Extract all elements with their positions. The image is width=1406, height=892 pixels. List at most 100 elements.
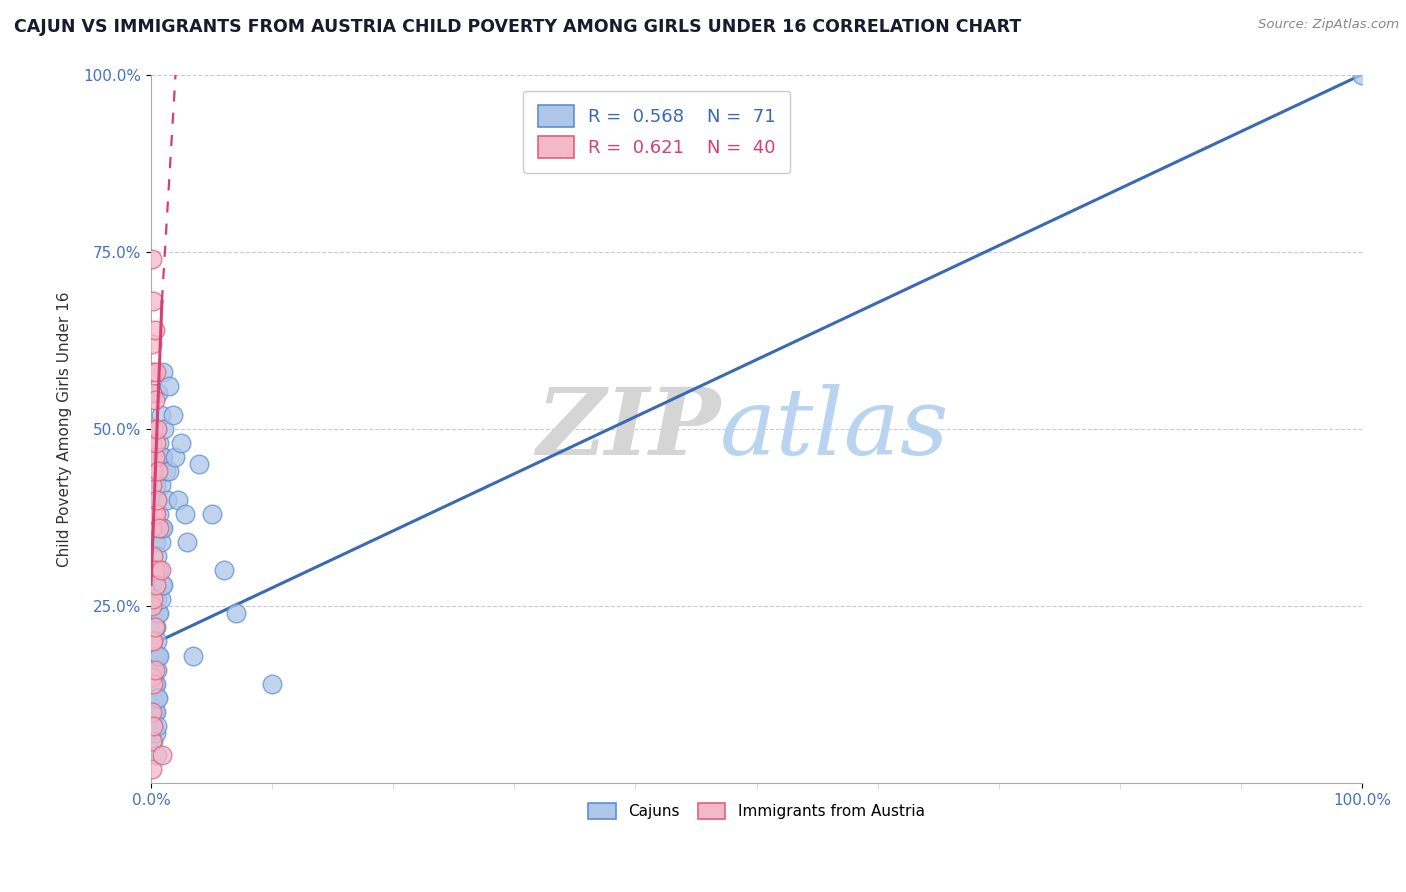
Point	[148, 386, 170, 401]
Point	[157, 464, 180, 478]
Point	[143, 564, 166, 578]
Point	[141, 336, 163, 351]
Point	[170, 436, 193, 450]
Point	[143, 620, 166, 634]
Point	[142, 365, 165, 379]
Point	[166, 492, 188, 507]
Point	[143, 507, 166, 521]
Text: CAJUN VS IMMIGRANTS FROM AUSTRIA CHILD POVERTY AMONG GIRLS UNDER 16 CORRELATION : CAJUN VS IMMIGRANTS FROM AUSTRIA CHILD P…	[14, 18, 1021, 36]
Point	[143, 322, 166, 336]
Point	[146, 634, 169, 648]
Text: ZIP: ZIP	[536, 384, 720, 474]
Point	[148, 507, 170, 521]
Point	[262, 677, 284, 691]
Point	[141, 436, 163, 450]
Point	[145, 535, 167, 549]
Point	[145, 577, 167, 591]
Point	[142, 719, 165, 733]
Point	[183, 648, 205, 663]
Point	[162, 408, 184, 422]
Point	[155, 464, 177, 478]
Point	[176, 535, 198, 549]
Point	[148, 564, 170, 578]
Point	[156, 492, 179, 507]
Point	[143, 450, 166, 464]
Point	[142, 294, 165, 309]
Point	[142, 634, 165, 648]
Point	[212, 564, 235, 578]
Point	[143, 577, 166, 591]
Point	[149, 535, 172, 549]
Point	[142, 663, 165, 677]
Point	[141, 762, 163, 776]
Point	[145, 726, 167, 740]
Point	[152, 450, 174, 464]
Point	[143, 648, 166, 663]
Point	[142, 606, 165, 620]
Point	[142, 564, 165, 578]
Point	[148, 606, 170, 620]
Point	[145, 507, 167, 521]
Point	[141, 705, 163, 719]
Point	[149, 564, 172, 578]
Point	[143, 677, 166, 691]
Point	[142, 733, 165, 747]
Point	[150, 577, 173, 591]
Point	[143, 521, 166, 535]
Point	[148, 464, 170, 478]
Point	[142, 507, 165, 521]
Point	[153, 422, 176, 436]
Point	[152, 365, 174, 379]
Legend: Cajuns, Immigrants from Austria: Cajuns, Immigrants from Austria	[582, 797, 931, 825]
Point	[141, 564, 163, 578]
Point	[146, 549, 169, 564]
Point	[146, 492, 169, 507]
Point	[150, 521, 173, 535]
Point	[146, 492, 169, 507]
Point	[142, 464, 165, 478]
Point	[225, 606, 247, 620]
Point	[142, 719, 165, 733]
Point	[146, 663, 169, 677]
Point	[200, 507, 222, 521]
Point	[146, 591, 169, 606]
Point	[141, 670, 163, 684]
Point	[141, 521, 163, 535]
Point	[150, 747, 173, 762]
Point	[145, 436, 167, 450]
Point	[142, 422, 165, 436]
Point	[188, 457, 211, 471]
Point	[143, 620, 166, 634]
Point	[141, 478, 163, 492]
Point	[148, 521, 170, 535]
Point	[142, 634, 165, 648]
Point	[141, 599, 163, 613]
Point	[141, 252, 163, 266]
Point	[146, 719, 169, 733]
Point	[157, 379, 180, 393]
Point	[146, 691, 169, 706]
Point	[148, 648, 170, 663]
Point	[146, 747, 169, 762]
Point	[143, 663, 166, 677]
Point	[141, 386, 163, 401]
Point	[145, 478, 167, 492]
Point	[149, 591, 172, 606]
Point	[145, 620, 167, 634]
Point	[145, 648, 167, 663]
Point	[142, 591, 165, 606]
Point	[141, 634, 163, 648]
Point	[146, 422, 169, 436]
Point	[152, 521, 174, 535]
Point	[142, 691, 165, 706]
Point	[148, 691, 170, 706]
Point	[165, 450, 187, 464]
Point	[148, 606, 170, 620]
Point	[142, 549, 165, 564]
Text: atlas: atlas	[720, 384, 949, 474]
Point	[148, 436, 170, 450]
Point	[148, 464, 170, 478]
Point	[143, 705, 166, 719]
Point	[146, 422, 169, 436]
Point	[150, 450, 173, 464]
